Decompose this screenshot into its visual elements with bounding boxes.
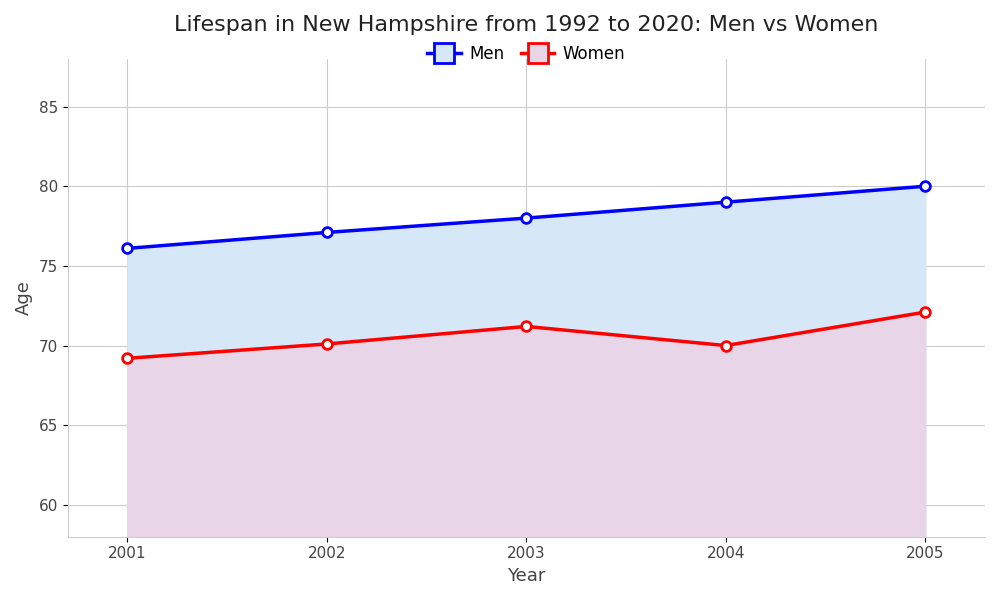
- Title: Lifespan in New Hampshire from 1992 to 2020: Men vs Women: Lifespan in New Hampshire from 1992 to 2…: [174, 15, 879, 35]
- Y-axis label: Age: Age: [15, 280, 33, 315]
- X-axis label: Year: Year: [507, 567, 546, 585]
- Legend: Men, Women: Men, Women: [421, 38, 632, 70]
